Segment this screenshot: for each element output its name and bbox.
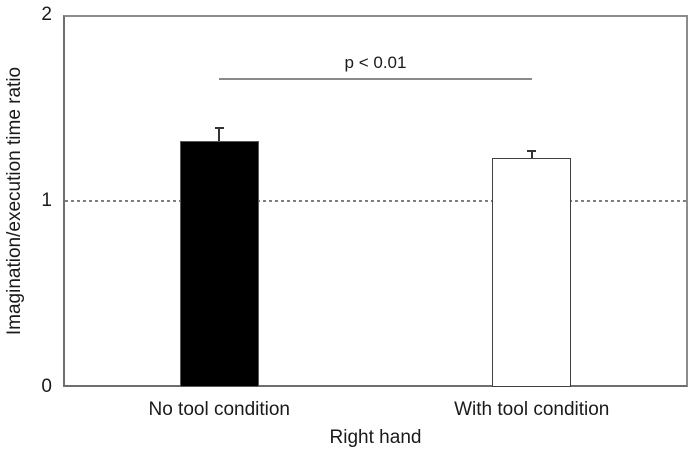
bar-with-tool-condition xyxy=(492,158,572,387)
y-axis-title: Imagination/execution time ratio xyxy=(4,66,26,336)
error-bar-cap-no-tool xyxy=(214,127,224,130)
error-bar-stem-no-tool xyxy=(218,128,221,142)
y-tick-1: 1 xyxy=(41,190,52,211)
significance-label: p < 0.01 xyxy=(344,53,407,73)
error-bar-cap-with-tool xyxy=(527,149,537,152)
x-category-label-no-tool: No tool condition xyxy=(148,399,291,420)
reference-line-y1 xyxy=(65,200,686,202)
bar-no-tool-condition xyxy=(179,141,259,387)
plot-area xyxy=(63,15,688,387)
y-tick-0: 0 xyxy=(41,376,52,397)
error-bar-stem-with-tool xyxy=(530,150,533,159)
x-category-label-with-tool: With tool condition xyxy=(454,399,610,420)
y-tick-2: 2 xyxy=(41,4,52,25)
y-axis-title-wrap: Imagination/execution time ratio xyxy=(0,15,30,387)
significance-line xyxy=(219,78,532,81)
x-axis-title: Right hand xyxy=(329,427,422,448)
